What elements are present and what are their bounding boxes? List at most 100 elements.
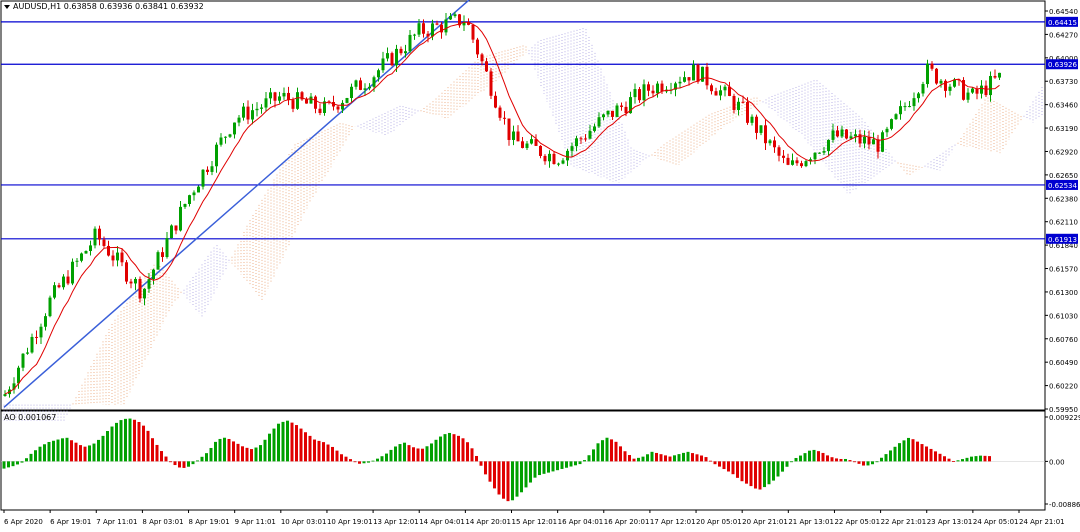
candle-body [566,150,569,161]
candle-body [611,110,614,117]
x-tick-label: 10 Apr 03:01 [281,518,327,526]
candle-body [926,63,929,85]
ao-bar [830,457,834,462]
candle-body [966,92,970,100]
ao-bar [304,432,307,462]
ao-bar [623,451,627,462]
ao-bar [322,442,325,462]
x-tick-label: 20 Apr 05:01 [696,518,742,526]
candle-body [26,352,29,354]
x-tick-label: 21 Apr 13:01 [788,518,834,526]
moving-average-line [4,21,1000,395]
ao-bar [776,461,780,477]
ao-bar [412,447,415,462]
ao-bar [47,441,51,462]
ao-bar [844,458,847,462]
ao-bar [560,461,564,469]
ao-bar [16,461,19,465]
dropdown-triangle-icon[interactable] [4,4,10,9]
candle-body [260,107,263,109]
candle-body [341,102,344,110]
candle-body [363,88,367,90]
x-tick-label: 9 Apr 11:01 [235,518,276,526]
ao-bar [533,461,537,478]
candle-body [404,51,407,54]
ao-bar [974,456,978,462]
y-tick-label: 0.60760 [1049,336,1078,344]
ao-bar [218,438,222,462]
ao-bar [191,461,195,465]
candle-body [345,98,349,103]
ao-bar [227,438,231,462]
candle-body [881,132,884,152]
trend-line[interactable] [3,0,540,408]
x-tick-label: 6 Apr 2020 [4,518,43,526]
ao-bar [817,451,820,462]
ao-bar [587,455,591,462]
x-tick-label: 8 Apr 03:01 [142,518,183,526]
level-price-tag [1046,59,1078,70]
ao-bar [110,426,114,462]
candle-body [80,253,83,261]
candle-body [287,92,290,101]
ao-bar [250,449,253,462]
ao-bar [848,460,852,462]
ao-bar [875,461,879,463]
candle-body [714,91,718,96]
candle-body [84,251,88,254]
ao-bar [713,461,717,465]
candle-body [813,152,817,160]
candle-body [944,80,947,91]
ao-bar [484,461,487,475]
candle-body [638,89,641,101]
ao-bar [439,436,442,462]
ao-bar [781,461,784,472]
ao-bar [641,456,645,462]
x-tick-label: 22 Apr 21:01 [881,518,927,526]
ao-bar [335,450,339,462]
candle-body [948,86,952,91]
candle-body [755,116,758,133]
x-tick-label: 16 Apr 04:01 [558,518,604,526]
candle-body [894,114,898,120]
ao-bar [358,461,361,464]
ao-bar [38,446,42,462]
ao-histogram [2,418,991,502]
candle-body [876,139,880,152]
ao-bar [88,445,91,462]
candle-body [989,75,992,96]
x-tick-label: 14 Apr 04:01 [419,518,465,526]
candle-body [219,137,223,145]
ao-bar [268,433,271,462]
ao-bar [947,458,951,462]
y-tick-label: 0.64000 [1049,55,1078,63]
candle-body [791,160,794,165]
candle-body [143,288,146,299]
candle-body [930,63,934,69]
candle-body [984,85,988,96]
ao-bar [83,446,87,462]
candle-body [192,192,196,196]
ao-bar [331,446,334,462]
ao-bar [70,440,73,462]
ao-bar [434,439,438,462]
candle-body [777,147,781,156]
main-plot-frame [0,0,1046,411]
candle-body [890,119,893,129]
candle-body [561,160,565,164]
candle-body [885,128,889,133]
ao-bar [763,461,766,488]
candle-body [309,96,313,104]
candle-body [471,24,475,40]
x-tick-label: 17 Apr 12:01 [650,518,696,526]
ao-bar [263,439,267,462]
x-tick-label: 23 Apr 13:01 [927,518,973,526]
candle-body [710,85,713,92]
candle-body [152,269,155,280]
ao-bar [542,461,546,474]
candle-body [651,90,655,94]
candle-body [30,336,34,353]
candle-body [314,96,317,109]
